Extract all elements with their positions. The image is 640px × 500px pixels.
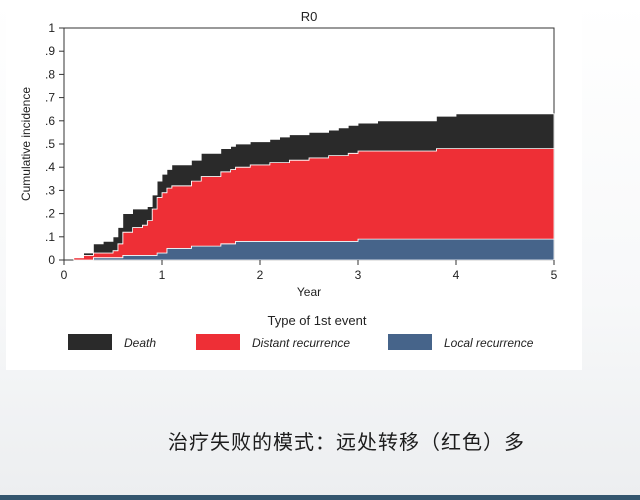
cumulative-incidence-chart: 0 .1 .2 .3 .4 .5 .6 .7 .8 .9 1 0 1 2 3 4 5 R0 Year Cumulati… <box>19 9 558 350</box>
legend-label-death: Death <box>124 336 156 350</box>
legend-label-local-recurrence: Local recurrence <box>444 336 534 350</box>
x-tick-label: 5 <box>551 268 558 282</box>
x-axis-label: Year <box>297 285 321 299</box>
chart-title: R0 <box>301 9 318 24</box>
legend-swatch-death <box>68 334 112 350</box>
y-tick-label: .6 <box>45 114 55 128</box>
legend-label-distant-recurrence: Distant recurrence <box>252 336 350 350</box>
y-tick-label: .9 <box>45 44 55 58</box>
legend-title: Type of 1st event <box>267 313 366 328</box>
y-tick-label: .8 <box>45 67 55 81</box>
y-tick-label: 1 <box>48 21 55 35</box>
x-tick-label: 3 <box>355 268 362 282</box>
slide-caption: 治疗失败的模式：远处转移（红色）多 <box>168 430 525 454</box>
series-area-death <box>73 113 555 259</box>
y-tick-label: 0 <box>48 253 55 267</box>
y-tick-label: .3 <box>45 183 55 197</box>
y-tick-label: .2 <box>45 207 55 221</box>
x-tick-label: 1 <box>159 268 166 282</box>
chart-panel: 0 .1 .2 .3 .4 .5 .6 .7 .8 .9 1 0 1 2 3 4 5 R0 Year Cumulati… <box>6 4 582 370</box>
x-tick-label: 2 <box>257 268 264 282</box>
x-tick-label: 0 <box>61 268 68 282</box>
y-tick-label: .5 <box>45 137 55 151</box>
legend-swatch-local-recurrence <box>388 334 432 350</box>
y-tick-label: .7 <box>45 91 55 105</box>
x-tick-label: 4 <box>453 268 460 282</box>
y-tick-label: .4 <box>45 160 55 174</box>
y-tick-label: .1 <box>45 230 55 244</box>
legend-swatch-distant-recurrence <box>196 334 240 350</box>
y-axis-label: Cumulative incidence <box>19 87 33 201</box>
slide-bottom-bar <box>0 495 640 500</box>
